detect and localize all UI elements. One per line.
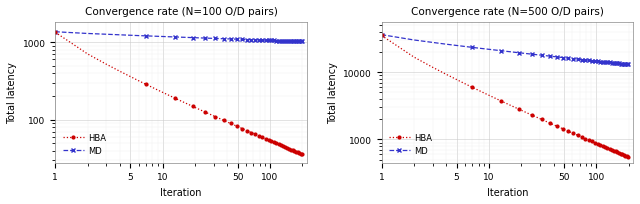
Y-axis label: Total latency: Total latency [328, 62, 337, 124]
HBA [298, 153, 306, 156]
HBA [378, 35, 385, 38]
MD [221, 38, 228, 41]
Legend: HBA, MD: HBA, MD [60, 130, 109, 159]
Line: HBA: HBA [380, 35, 630, 159]
MD [625, 64, 632, 66]
Legend: HBA, MD: HBA, MD [386, 130, 435, 159]
HBA [547, 123, 555, 125]
Line: MD: MD [380, 34, 630, 67]
Y-axis label: Total latency: Total latency [7, 62, 17, 124]
MD [294, 41, 302, 43]
MD [378, 34, 385, 37]
X-axis label: Iteration: Iteration [160, 187, 202, 197]
HBA [51, 32, 59, 34]
HBA [622, 155, 630, 157]
MD [621, 63, 628, 66]
HBA [625, 156, 632, 158]
Line: HBA: HBA [54, 32, 303, 156]
HBA [171, 98, 179, 100]
Title: Convergence rate (N=100 O/D pairs): Convergence rate (N=100 O/D pairs) [84, 7, 277, 17]
HBA [296, 152, 304, 155]
MD [480, 48, 488, 51]
HBA [237, 127, 245, 130]
Title: Convergence rate (N=500 O/D pairs): Convergence rate (N=500 O/D pairs) [411, 7, 604, 17]
HBA [497, 100, 505, 103]
HBA [621, 154, 628, 157]
MD [547, 56, 555, 58]
HBA [154, 89, 161, 92]
HBA [480, 92, 488, 95]
MD [298, 41, 306, 43]
HBA [294, 152, 302, 154]
HBA [221, 120, 228, 123]
MD [622, 64, 630, 66]
MD [171, 37, 179, 39]
MD [497, 50, 505, 53]
MD [564, 58, 572, 60]
MD [154, 36, 161, 38]
MD [296, 41, 304, 43]
HBA [564, 130, 572, 132]
MD [51, 31, 59, 34]
Line: MD: MD [54, 31, 304, 44]
X-axis label: Iteration: Iteration [486, 187, 528, 197]
MD [237, 39, 245, 41]
